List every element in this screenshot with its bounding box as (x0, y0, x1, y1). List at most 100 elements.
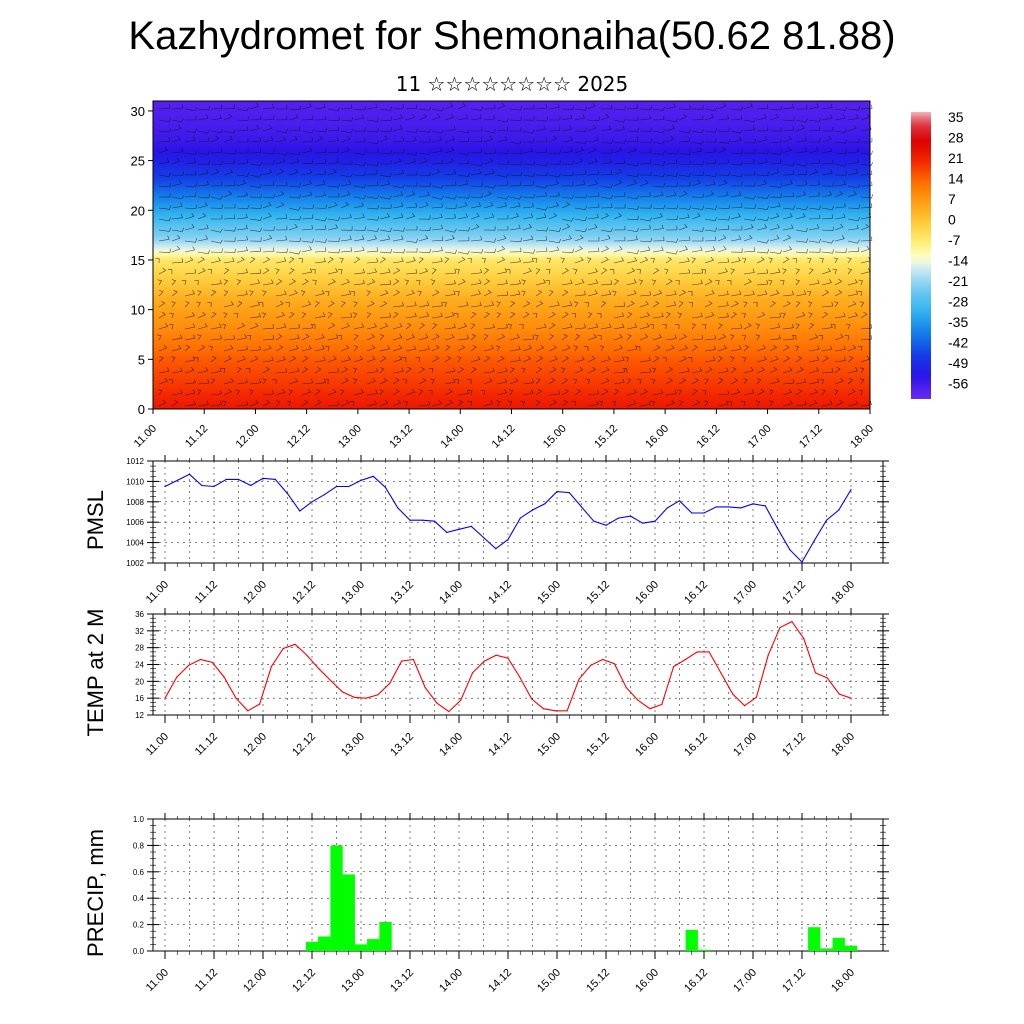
temp2m-data-point (838, 693, 840, 695)
temp2m-data-point (507, 657, 509, 659)
pmsl-x-tick-label: 14.12 (486, 579, 514, 607)
temp2m-data-point (353, 696, 355, 698)
colorbar-label: 21 (948, 150, 964, 166)
pmsl-x-tick-label: 17.12 (780, 579, 808, 607)
pmsl-y-tick-label: 1008 (126, 498, 144, 507)
pmsl-data-point (323, 494, 325, 496)
pmsl-data-point (372, 475, 374, 477)
temp2m-data-point (732, 693, 734, 695)
pmsl-data-point (764, 505, 766, 507)
precip-x-tick-label: 11.12 (193, 967, 220, 994)
temp2m-x-tick-label: 16.00 (633, 731, 661, 759)
cross-section-x-tick-label: 14.00 (438, 423, 466, 451)
pmsl-data-point (556, 491, 558, 493)
precip-x-tick-label: 11.00 (144, 967, 171, 994)
temp2m-data-point (471, 672, 474, 674)
cross-section-y-tick-label: 25 (131, 154, 145, 169)
wind-barbs (155, 102, 873, 407)
pmsl-x-tick-label: 16.12 (682, 579, 710, 607)
precip-frame (152, 818, 884, 952)
temp2m-data-point (306, 654, 308, 656)
pmsl-data-point (825, 519, 828, 521)
temp2m-x-tick-label: 11.00 (144, 731, 171, 758)
pmsl-data-point (397, 507, 399, 509)
pmsl-data-point (360, 479, 362, 481)
precip-x-tick-label: 13.00 (339, 967, 367, 995)
pmsl-data-point (409, 519, 411, 521)
precip-x-tick-label: 17.00 (731, 967, 759, 995)
precip-x-tick-label: 17.12 (780, 967, 808, 995)
colorbar-label: -49 (948, 355, 968, 371)
temp2m-x-tick-label: 12.00 (241, 731, 269, 759)
temp2m-x-tick-label: 11.12 (193, 731, 220, 758)
pmsl-data-point (348, 485, 350, 488)
temp2m-data-point (767, 654, 769, 656)
pmsl-data-point (752, 503, 754, 505)
colorbar-label: 0 (948, 212, 956, 228)
pmsl-data-point (482, 536, 485, 539)
precip-y-tick-label: 0.6 (133, 868, 145, 877)
pmsl-data-point (188, 473, 191, 475)
pmsl-data-point (384, 486, 387, 489)
pmsl-x-tick-label: 15.00 (535, 579, 563, 607)
pmsl-data-point (201, 484, 203, 487)
pmsl-data-point (213, 485, 215, 488)
temp2m-y-tick-label: 24 (135, 661, 144, 670)
temp2m-data-point (330, 679, 332, 682)
pmsl-data-point (495, 548, 497, 550)
temp2m-data-point (590, 664, 592, 666)
precip-bar (808, 927, 821, 951)
colorbar-label: -14 (948, 253, 968, 269)
colorbar-label: -35 (948, 314, 968, 330)
temp2m-data-point (625, 687, 627, 689)
chart-title: Kazhydromet for Shemonaiha(50.62 81.88) (128, 14, 896, 58)
temp2m-data-point (211, 661, 213, 664)
colorbar-label: 14 (948, 171, 964, 187)
temp2m-data-point (814, 672, 817, 674)
precip-x-tick-label: 18.00 (829, 967, 857, 995)
temp2m-x-tick-label: 14.00 (437, 731, 465, 759)
temp2m-data-point (613, 663, 616, 665)
cross-section-x-tick-label: 13.12 (387, 423, 415, 451)
temp2m-y-tick-label: 32 (135, 627, 144, 636)
pmsl-data-point (433, 520, 436, 522)
pmsl-data-point (470, 525, 472, 527)
precip-bar (820, 948, 833, 951)
temp2m-data-point (247, 710, 249, 712)
colorbar-label: -28 (948, 294, 968, 310)
cross-section-x-tick-label: 13.00 (336, 423, 364, 451)
temp2m-x-tick-label: 13.00 (339, 731, 367, 759)
precip-y-tick-label: 0.4 (133, 894, 145, 903)
pmsl-y-tick-label: 1004 (126, 539, 144, 548)
pmsl-data-point (286, 493, 289, 495)
pmsl-data-point (176, 479, 178, 481)
temp2m-data-point (270, 666, 272, 668)
pmsl-data-point (776, 527, 779, 529)
pmsl-x-tick-label: 13.12 (388, 579, 416, 607)
precip-bar (367, 939, 380, 951)
temp2m-x-tick-label: 16.12 (682, 731, 710, 759)
pmsl-data-point (813, 540, 815, 542)
temp2m-grid (153, 613, 883, 716)
temp2m-data-point (637, 699, 639, 701)
cross-section-x-tick-label: 12.12 (285, 423, 313, 451)
precip-x-tick-label: 12.00 (241, 967, 269, 995)
cross-section-field (153, 101, 870, 409)
cross-section-x-tick-label: 16.12 (695, 423, 723, 451)
precip-bar (832, 937, 845, 951)
temp2m-y-tick-label: 20 (135, 677, 144, 686)
cross-section-y-tick-label: 10 (131, 303, 145, 318)
pmsl-data-point (789, 549, 791, 551)
temp2m-x-tick-label: 15.12 (584, 731, 612, 759)
precip-bar (318, 936, 331, 951)
pmsl-x-tick-label: 18.00 (829, 579, 857, 607)
temp2m-x-tick-label: 18.00 (829, 731, 857, 759)
precip-bar (379, 922, 392, 951)
colorbar-label: -56 (948, 376, 968, 392)
temp2m-data-point (259, 703, 261, 705)
pmsl-data-point (703, 512, 705, 514)
colorbar-label: 35 (948, 109, 964, 125)
temp2m-data-point (826, 677, 828, 679)
colorbar-label: -7 (948, 232, 961, 248)
pmsl-data-point (727, 506, 730, 508)
